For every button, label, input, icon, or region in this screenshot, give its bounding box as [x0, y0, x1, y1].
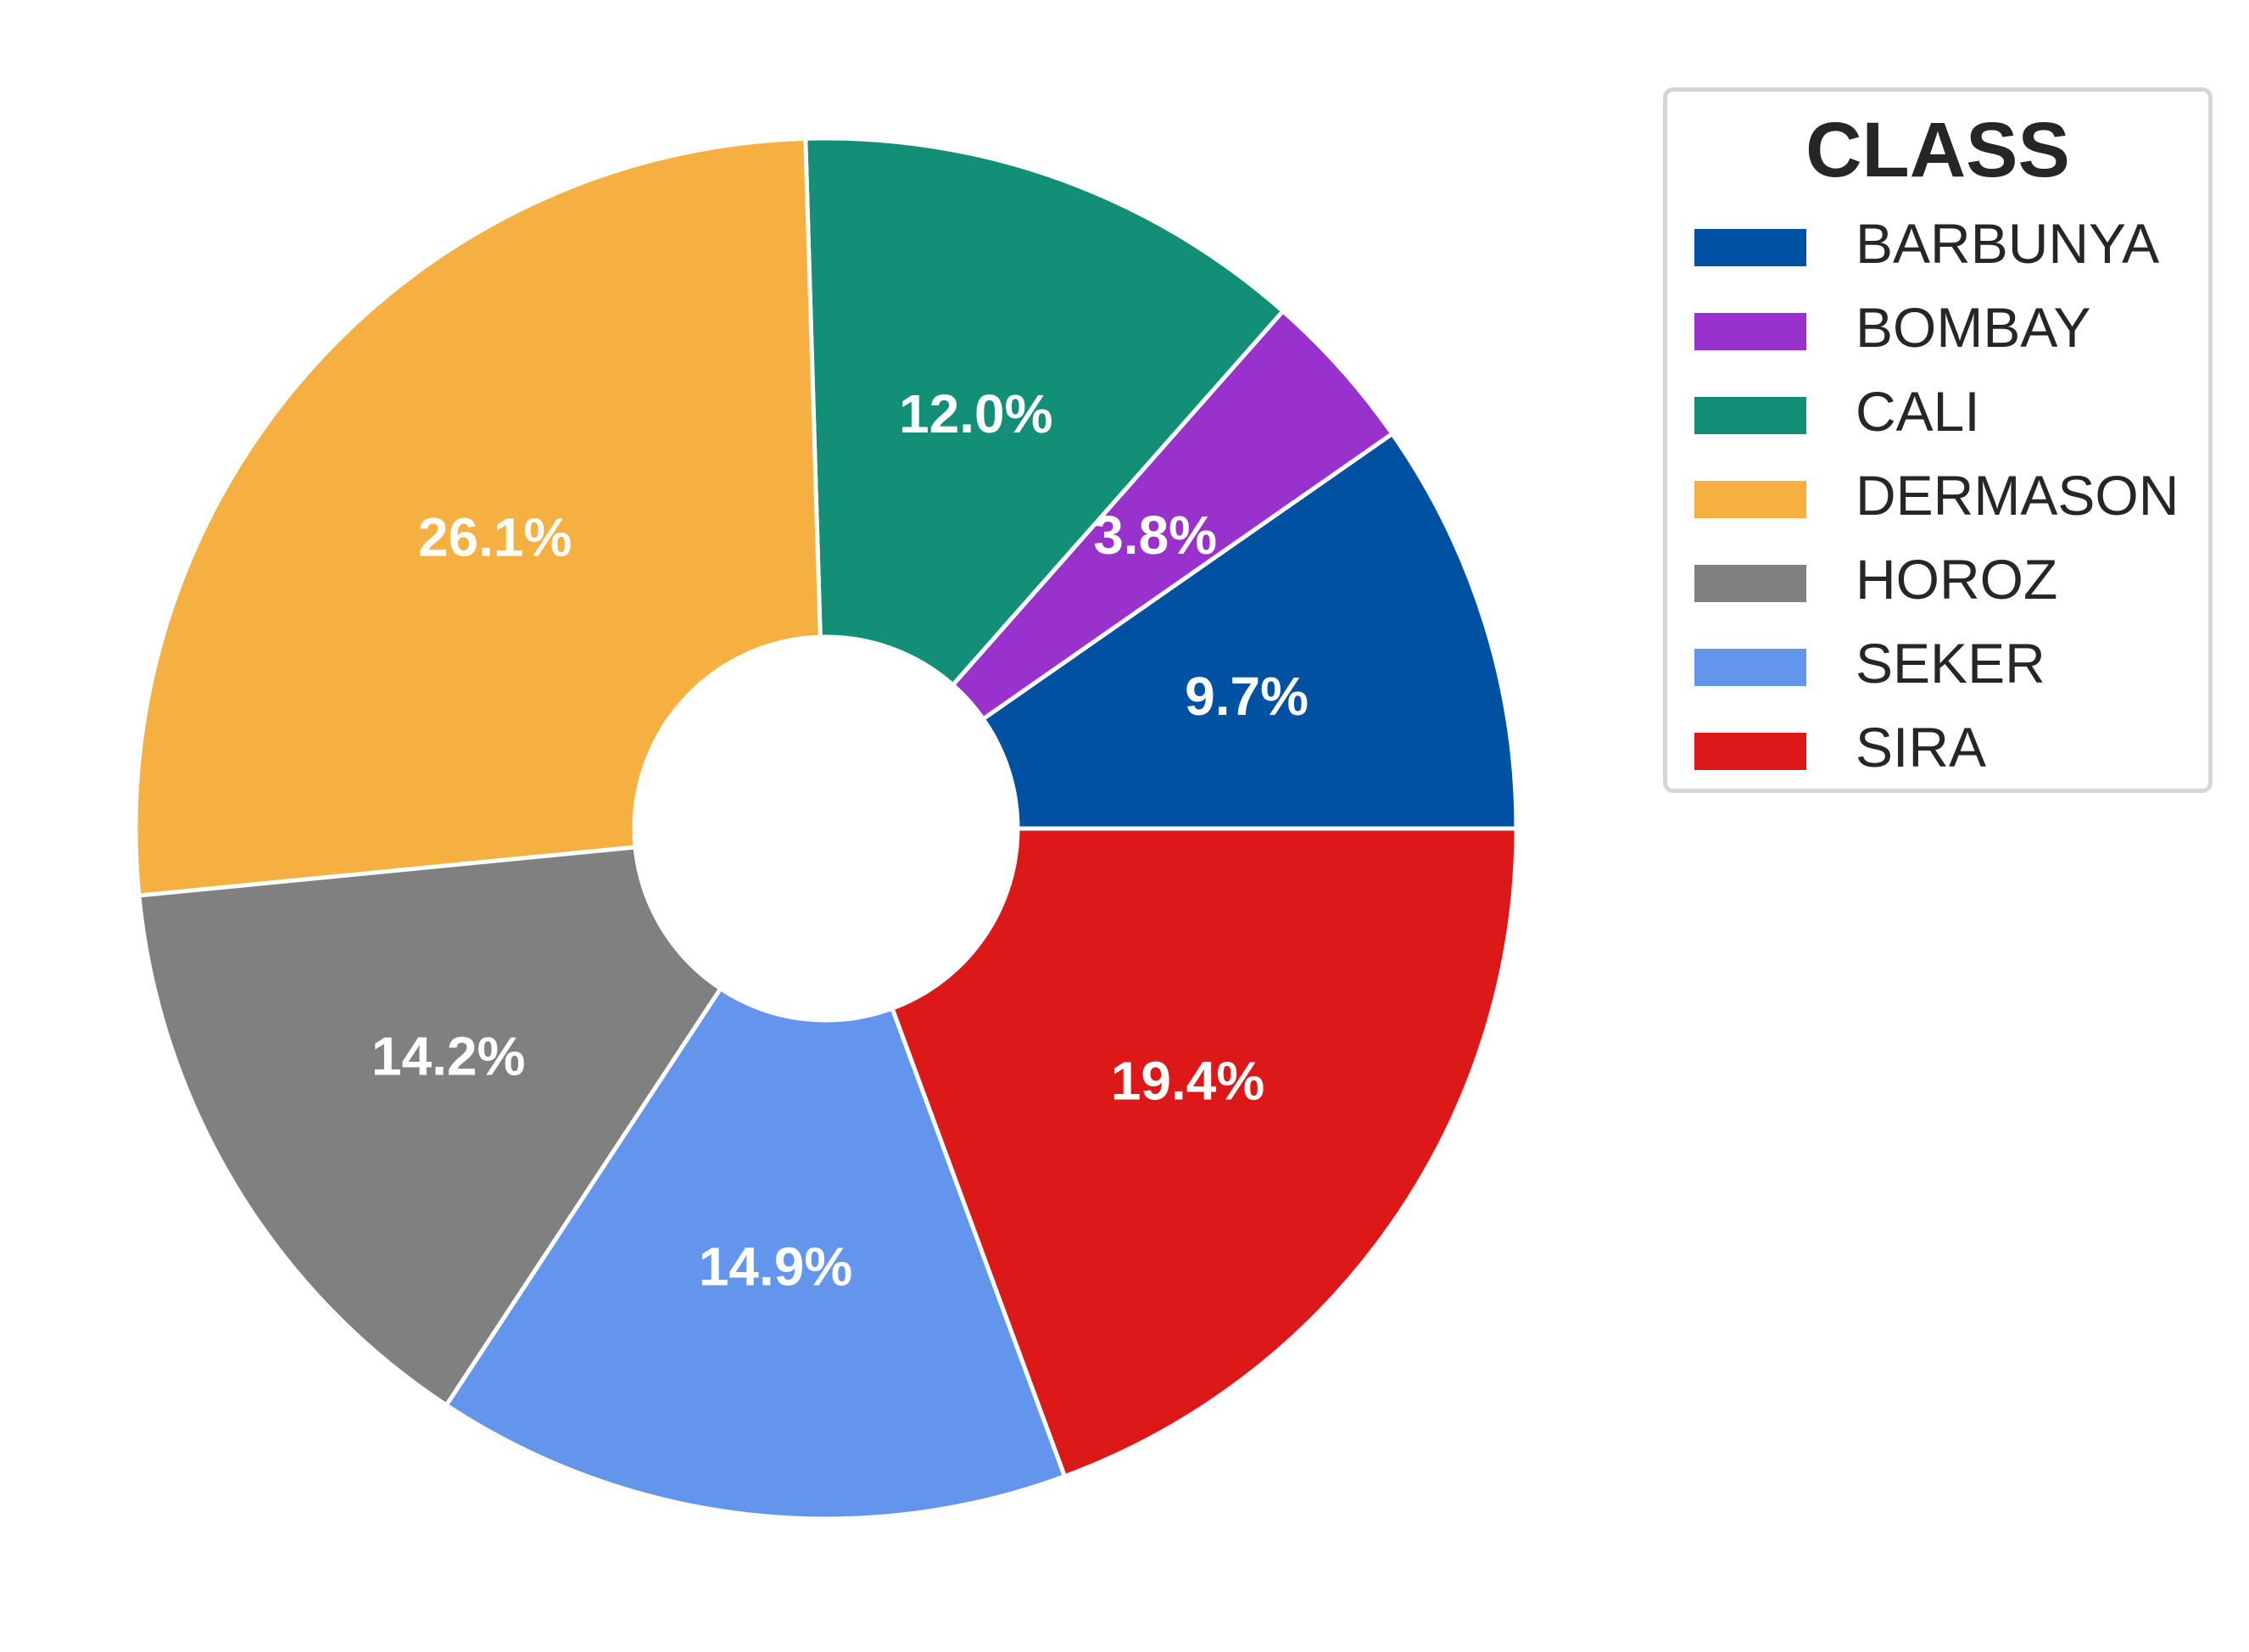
legend-item-dermason: DERMASON: [1667, 454, 2208, 538]
legend-swatch: [1694, 313, 1806, 350]
percentage-labels: 9.7% 3.8% 12.0% 26.1% 14.2% 14.9% 19.4%: [371, 383, 1309, 1298]
legend-swatch: [1694, 397, 1806, 434]
slice-cali: [803, 136, 1286, 688]
legend-swatch: [1694, 733, 1806, 770]
legend-label: BOMBAY: [1856, 296, 2091, 359]
legend-label: SEKER: [1856, 632, 2045, 695]
legend-label: HOROZ: [1856, 548, 2058, 611]
legend-swatch: [1694, 565, 1806, 602]
pct-label-bombay: 3.8%: [1093, 505, 1217, 566]
donut-slices: [133, 136, 1519, 1521]
legend-item-sira: SIRA: [1667, 706, 2208, 790]
pct-label-cali: 12.0%: [899, 383, 1052, 444]
legend-label: CALI: [1856, 380, 1980, 443]
legend-title: CLASS: [1805, 107, 2070, 193]
legend-item-bombay: BOMBAY: [1667, 286, 2208, 370]
slice-seker: [444, 986, 1067, 1521]
slice-horoz: [137, 845, 723, 1408]
legend-label: BARBUNYA: [1856, 212, 2160, 275]
slice-dermason: [133, 136, 823, 898]
pct-label-seker: 14.9%: [699, 1236, 852, 1298]
pct-label-sira: 19.4%: [1111, 1050, 1264, 1111]
legend-item-barbunya: BARBUNYA: [1667, 202, 2208, 286]
legend: CLASS BARBUNYA BOMBAY CALI DERMASON HOROZ SEK…: [1663, 87, 2213, 793]
legend-swatch: [1694, 229, 1806, 266]
legend-item-horoz: HOROZ: [1667, 538, 2208, 622]
pct-label-barbunya: 9.7%: [1185, 666, 1309, 727]
legend-label: SIRA: [1856, 716, 1987, 779]
pct-label-dermason: 26.1%: [418, 506, 572, 567]
pct-label-horoz: 14.2%: [371, 1026, 525, 1087]
legend-swatch: [1694, 481, 1806, 518]
legend-item-cali: CALI: [1667, 370, 2208, 454]
legend-label: DERMASON: [1856, 464, 2179, 527]
slice-sira: [890, 826, 1519, 1479]
legend-item-seker: SEKER: [1667, 622, 2208, 706]
legend-swatch: [1694, 649, 1806, 686]
slice-barbunya: [980, 431, 1519, 831]
